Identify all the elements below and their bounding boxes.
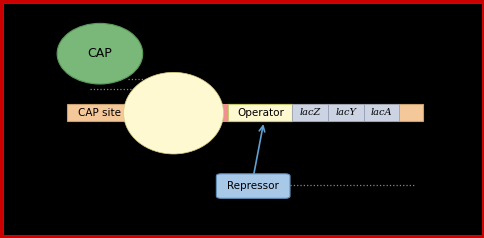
Text: lacA: lacA xyxy=(370,108,392,117)
Ellipse shape xyxy=(123,72,223,154)
FancyBboxPatch shape xyxy=(327,104,363,121)
Text: Repressor: Repressor xyxy=(227,181,279,191)
FancyBboxPatch shape xyxy=(216,174,289,198)
Text: lacZ: lacZ xyxy=(299,108,320,117)
Ellipse shape xyxy=(57,23,142,84)
Text: Operator: Operator xyxy=(236,108,283,118)
Text: CAP site: CAP site xyxy=(78,108,121,118)
FancyBboxPatch shape xyxy=(228,104,292,121)
FancyBboxPatch shape xyxy=(363,104,398,121)
FancyBboxPatch shape xyxy=(133,104,228,121)
Text: lacY: lacY xyxy=(335,108,356,117)
FancyBboxPatch shape xyxy=(292,104,327,121)
Text: CAP: CAP xyxy=(87,47,112,60)
Text: RNA Polymerase: RNA Polymerase xyxy=(130,160,216,170)
FancyBboxPatch shape xyxy=(66,104,422,121)
